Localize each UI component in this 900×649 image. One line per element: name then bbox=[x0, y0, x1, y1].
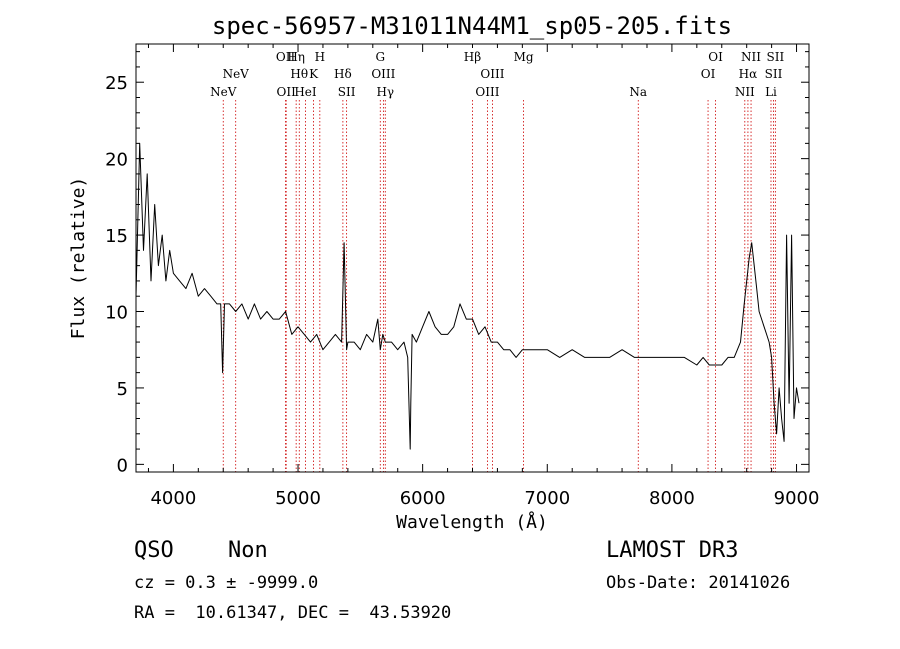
marker-label-4: Hη bbox=[287, 50, 305, 64]
class-label: QSO bbox=[134, 538, 174, 563]
y-tick-label-5: 25 bbox=[105, 73, 128, 94]
marker-label-9: Hδ bbox=[334, 67, 352, 81]
marker-label-3: OII bbox=[277, 85, 297, 99]
survey-label: LAMOST DR3 bbox=[606, 538, 739, 563]
marker-label-10: SII bbox=[338, 85, 356, 99]
x-tick-label-4: 8000 bbox=[649, 488, 695, 509]
marker-label-21: NII bbox=[735, 85, 755, 99]
spectrum-chart: spec-56957-M31011N44M1_sp05-205.fits NeV… bbox=[68, 12, 820, 533]
x-tick-label-0: 4000 bbox=[150, 488, 196, 509]
marker-label-14: Hβ bbox=[464, 50, 481, 64]
spectrum-series bbox=[135, 142, 800, 450]
y-tick-label-3: 15 bbox=[105, 226, 128, 247]
marker-label-16: OIII bbox=[480, 67, 504, 81]
marker-label-2: OII bbox=[276, 50, 296, 64]
marker-label-11: G bbox=[375, 50, 385, 64]
marker-label-13: Hγ bbox=[376, 85, 394, 99]
x-axis-ticks: 4000 5000 6000 7000 8000 9000 bbox=[147, 44, 820, 509]
y-tick-label-0: 0 bbox=[117, 455, 128, 476]
marker-label-22: Hα bbox=[739, 67, 758, 81]
y-axis-ticks: 0 5 10 15 20 25 bbox=[105, 51, 809, 476]
y-axis-label: Flux (relative) bbox=[68, 177, 89, 340]
x-tick-label-2: 6000 bbox=[400, 488, 446, 509]
marker-label-1: NeV bbox=[223, 67, 250, 81]
emission-line-markers: NeVNeVOIIOIIHηHθHeIKHHδSIIGOIIIHγHβOIIIO… bbox=[210, 50, 784, 472]
marker-label-0: NeV bbox=[210, 85, 237, 99]
marker-label-7: K bbox=[309, 67, 319, 81]
marker-label-20: OI bbox=[708, 50, 723, 64]
chart-title: spec-56957-M31011N44M1_sp05-205.fits bbox=[212, 12, 732, 40]
marker-label-15: OIII bbox=[475, 85, 499, 99]
x-axis-label: Wavelength (Å) bbox=[396, 511, 548, 533]
x-tick-label-1: 5000 bbox=[275, 488, 321, 509]
y-tick-label-4: 20 bbox=[105, 150, 128, 171]
x-tick-label-3: 7000 bbox=[524, 488, 570, 509]
y-tick-label-1: 5 bbox=[117, 379, 128, 400]
marker-label-26: SII bbox=[766, 50, 784, 64]
marker-label-8: H bbox=[315, 50, 325, 64]
y-tick-label-2: 10 bbox=[105, 303, 128, 324]
marker-label-23: NII bbox=[741, 50, 761, 64]
coordinates-text: RA = 10.61347, DEC = 43.53920 bbox=[134, 603, 452, 623]
x-tick-label-5: 9000 bbox=[774, 488, 820, 509]
redshift-text: cz = 0.3 ± -9999.0 bbox=[134, 573, 319, 593]
series-line-flux bbox=[135, 142, 800, 450]
marker-label-6: HeI bbox=[294, 85, 317, 99]
marker-label-25: SII bbox=[765, 67, 783, 81]
obs-date-text: Obs-Date: 20141026 bbox=[606, 573, 791, 593]
marker-label-12: OIII bbox=[371, 67, 395, 81]
marker-label-5: Hθ bbox=[290, 67, 308, 81]
marker-label-24: Li bbox=[765, 85, 777, 99]
marker-label-17: Mg bbox=[514, 50, 534, 64]
marker-label-19: OI bbox=[701, 67, 716, 81]
subclass-label: Non bbox=[228, 538, 268, 563]
marker-label-18: Na bbox=[629, 85, 647, 99]
